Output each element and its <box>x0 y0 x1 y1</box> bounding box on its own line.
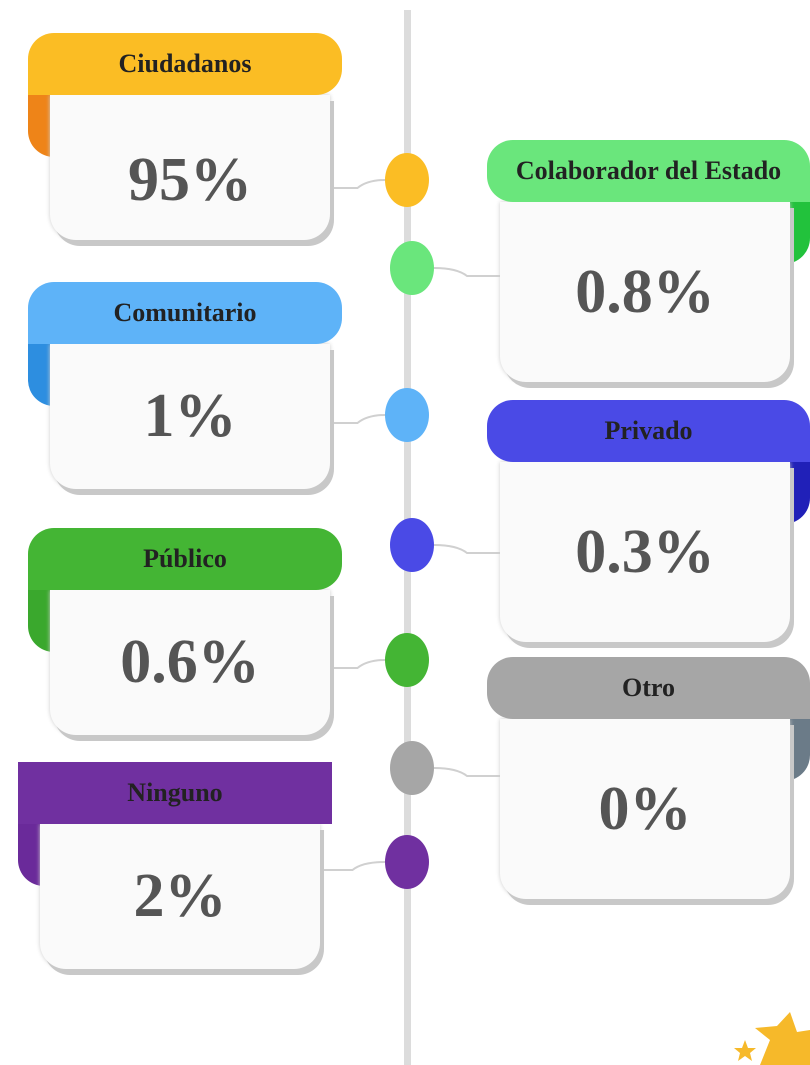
label: Otro <box>487 657 810 719</box>
connector <box>330 415 385 423</box>
dot <box>390 241 434 295</box>
label: Público <box>28 528 342 590</box>
dot <box>390 518 434 572</box>
connector <box>330 180 385 188</box>
connector <box>434 268 500 276</box>
dot <box>385 153 429 207</box>
connector <box>330 660 385 668</box>
dot <box>390 741 434 795</box>
dot <box>385 835 429 889</box>
connector <box>434 768 500 776</box>
page: (() => { const data = JSON.parse(documen… <box>0 0 810 1065</box>
label: Comunitario <box>28 282 342 344</box>
dot <box>385 388 429 442</box>
connector <box>434 545 500 553</box>
value: 0% <box>500 719 790 899</box>
value: 0.6% <box>50 590 330 735</box>
value: 2% <box>40 824 320 969</box>
label: Ciudadanos <box>28 33 342 95</box>
label: Privado <box>487 400 810 462</box>
label: Ninguno <box>18 762 332 824</box>
label: Colaborador del Estado <box>487 140 810 202</box>
value: 0.3% <box>500 462 790 642</box>
value: 95% <box>50 95 330 240</box>
dot <box>385 633 429 687</box>
value: 1% <box>50 344 330 489</box>
value: 0.8% <box>500 202 790 382</box>
stars <box>734 1012 810 1065</box>
connector <box>320 862 385 870</box>
